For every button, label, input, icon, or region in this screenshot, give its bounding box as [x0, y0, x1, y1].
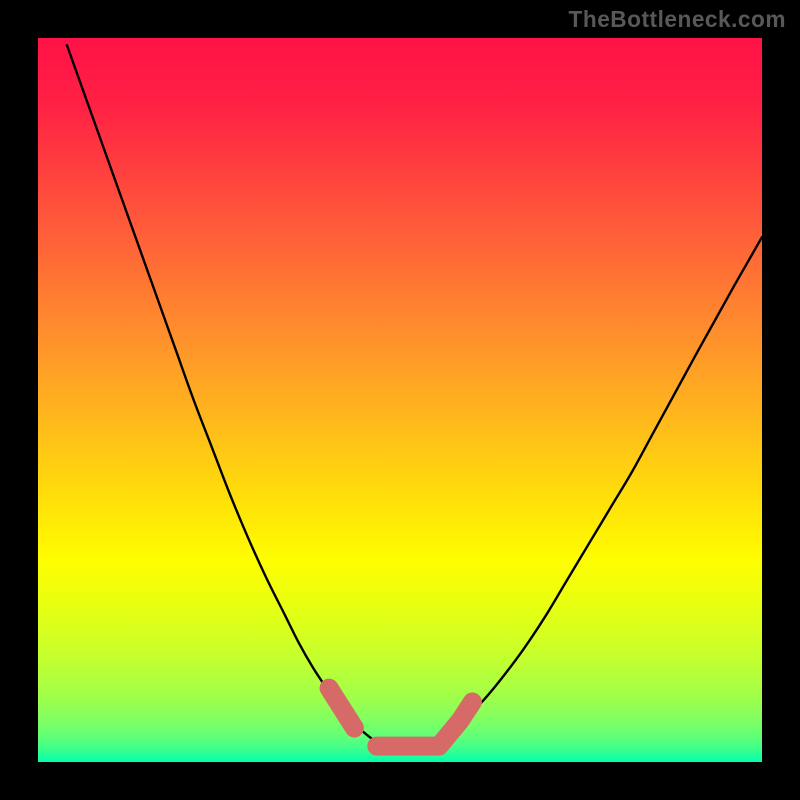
bottleneck-chart [0, 0, 800, 800]
plot-background [38, 38, 762, 762]
watermark-text: TheBottleneck.com [569, 6, 786, 33]
